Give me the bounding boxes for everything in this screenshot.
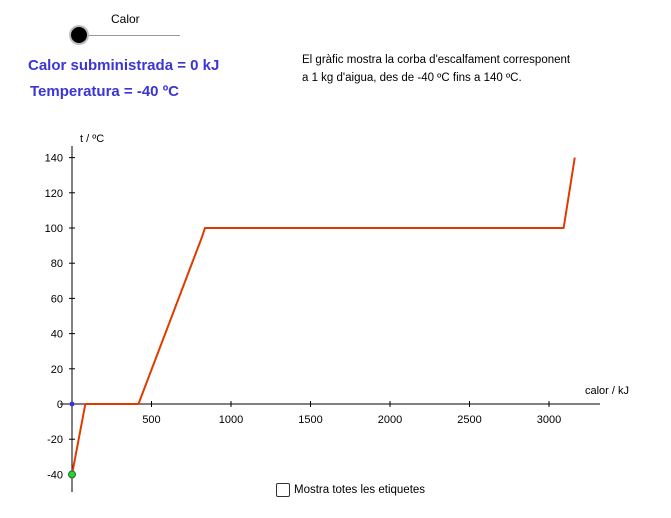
description-line-2: a 1 kg d'aigua, des de -40 ºC fins a 140… — [302, 72, 522, 84]
heat-slider-label: Calor — [111, 12, 140, 26]
origin-point — [69, 401, 75, 407]
show-labels-checkbox[interactable] — [276, 483, 290, 497]
heat-readout: Calor subministrada = 0 kJ — [28, 57, 220, 74]
temperature-readout: Temperatura = -40 ºC — [30, 83, 180, 100]
description-line-1: El gràfic mostra la corba d'escalfament … — [302, 54, 571, 66]
y-tick-label: -20 — [47, 434, 63, 446]
heat-slider-knob[interactable] — [71, 27, 87, 43]
show-labels-option[interactable]: Mostra totes les etiquetes — [276, 483, 425, 497]
x-tick-label: 1500 — [298, 414, 322, 426]
y-tick-label: 20 — [51, 364, 63, 376]
show-labels-label: Mostra totes les etiquetes — [294, 484, 426, 496]
description-text: El gràfic mostra la corba d'escalfament … — [302, 51, 570, 87]
x-tick-label: 1000 — [219, 414, 243, 426]
current-state-point[interactable] — [68, 470, 76, 479]
y-axis-label: t / ºC — [80, 133, 104, 145]
y-tick-label: 40 — [51, 329, 63, 341]
y-tick-label: 140 — [45, 153, 63, 165]
y-tick-label: 100 — [45, 223, 63, 235]
x-tick-label: 2000 — [378, 414, 402, 426]
heat-slider-track[interactable] — [80, 35, 180, 36]
y-tick-label: 120 — [45, 188, 63, 200]
x-tick-label: 2500 — [457, 414, 481, 426]
y-tick-label: 60 — [51, 293, 63, 305]
x-tick-label: 3000 — [537, 414, 561, 426]
x-axis-label: calor / kJ — [585, 385, 629, 397]
heating-curve-line — [71, 157, 576, 475]
y-tick-label: -40 — [47, 469, 63, 481]
y-tick-label: 80 — [51, 258, 63, 270]
x-tick-label: 500 — [142, 414, 160, 426]
y-tick-label: 0 — [57, 399, 63, 411]
